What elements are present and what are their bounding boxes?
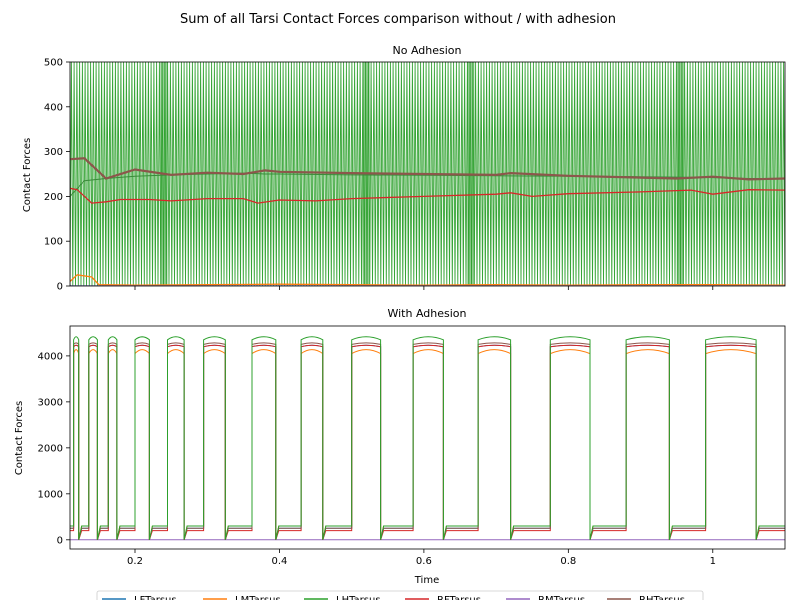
series-rhtarsus-line — [70, 342, 785, 540]
legend-label: LMTarsus — [235, 595, 281, 600]
y-tick-label: 400 — [44, 102, 63, 113]
x-tick-label: 0.8 — [560, 556, 576, 567]
y-tick-label: 100 — [44, 237, 63, 248]
subplot-title-no-adhesion: No Adhesion — [393, 44, 462, 57]
axes-with-adhesion: With Adhesion Contact Forces Time 0 1000 2… — [14, 307, 786, 586]
legend-label: LFTarsus — [134, 595, 177, 600]
y-axis-label-top: Contact Forces — [22, 138, 33, 212]
legend-label: RHTarsus — [639, 595, 685, 600]
legend: LFTarsus LMTarsus LHTarsus RFTarsus RMTarsus… — [96, 590, 704, 600]
plot-area-no-adhesion — [69, 61, 786, 287]
series-lhtarsus-line — [70, 62, 785, 286]
series-lhtarsus-line — [70, 336, 785, 540]
figure-title: Sum of all Tarsi Contact Forces comparis… — [180, 12, 616, 27]
legend-label: RMTarsus — [538, 595, 585, 600]
axes-no-adhesion: No Adhesion Contact Forces 0 100 200 300 400… — [22, 44, 786, 293]
series-rftarsus-line — [70, 344, 785, 540]
y-tick-label: 1000 — [38, 489, 63, 500]
series-lmtarsus-line — [70, 349, 785, 540]
plot-area-with-adhesion — [69, 325, 786, 550]
x-tick-label: 0.4 — [271, 556, 287, 567]
y-tick-label: 500 — [44, 58, 63, 69]
y-tick-label: 4000 — [38, 351, 63, 362]
x-axis-label: Time — [414, 575, 439, 586]
axes-frame-bottom — [69, 325, 786, 550]
y-tick-label: 300 — [44, 147, 63, 158]
x-tick-label: 0.6 — [416, 556, 432, 567]
lhtarsus-dense-band — [676, 62, 684, 286]
y-axis-label-bottom: Contact Forces — [14, 401, 25, 475]
series-lftarsus-line — [70, 344, 785, 540]
ticks-with-adhesion: 0 1000 2000 3000 4000 0.2 0.4 0.6 0.8 1 — [38, 351, 716, 567]
axes-frame-top — [69, 61, 786, 287]
y-tick-label: 200 — [44, 192, 63, 203]
legend-label: RFTarsus — [437, 595, 481, 600]
legend-frame — [96, 590, 704, 600]
y-tick-label: 0 — [57, 282, 63, 293]
legend-label: LHTarsus — [336, 595, 381, 600]
x-tick-label: 1 — [710, 556, 716, 567]
y-tick-label: 2000 — [38, 443, 63, 454]
subplot-title-with-adhesion: With Adhesion — [387, 307, 466, 320]
series-rhtarsus-line — [70, 157, 785, 181]
x-tick-label: 0.2 — [127, 556, 143, 567]
y-tick-label: 3000 — [38, 397, 63, 408]
y-tick-label: 0 — [57, 535, 63, 546]
series-lmtarsus-line — [70, 274, 785, 286]
ticks-no-adhesion: 0 100 200 300 400 500 — [44, 58, 714, 293]
series-rftarsus-line — [70, 187, 785, 204]
